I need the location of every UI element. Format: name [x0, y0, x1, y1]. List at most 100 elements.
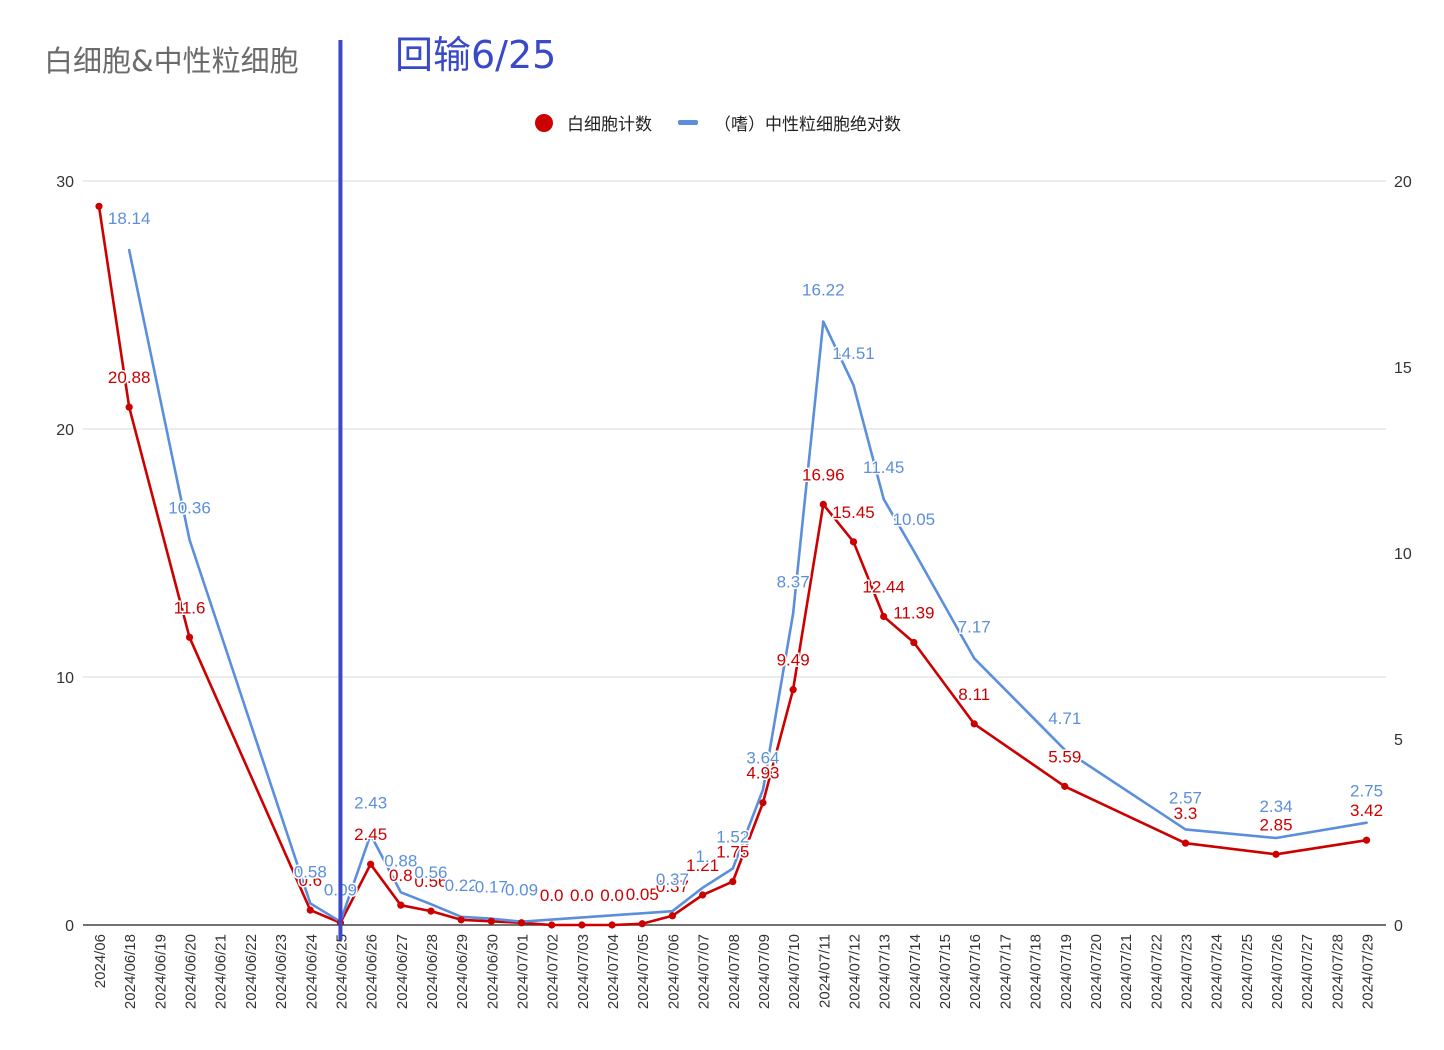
- legend-neut-label: （嗜）中性粒细胞绝对数: [714, 115, 901, 135]
- x-tick-label: 2024/07/26: [1269, 934, 1286, 1009]
- x-tick-label: 2024/06/18: [122, 934, 139, 1009]
- wbc-data-point: [397, 901, 405, 909]
- y-left-tick-label: 0: [65, 918, 74, 935]
- y-right-tick-label: 20: [1394, 174, 1412, 191]
- wbc-data-point: [729, 878, 737, 886]
- x-tick-label: 2024/07/10: [786, 934, 803, 1009]
- x-tick-label: 2024/07/07: [696, 934, 713, 1009]
- chart-title: 白细胞&中性粒细胞: [44, 44, 299, 78]
- x-tick-label: 2024/07/08: [726, 934, 743, 1009]
- x-tick-label: 2024/07/14: [907, 934, 924, 1009]
- wbc-data-point: [578, 921, 586, 929]
- neutrophil-data-label: 2.43: [354, 794, 387, 813]
- neutrophil-data-label: 0.56: [414, 863, 447, 882]
- x-tick-label: 2024/07/21: [1118, 934, 1135, 1009]
- wbc-data-point: [125, 403, 133, 411]
- wbc-data-point: [95, 202, 103, 210]
- x-tick-label: 2024/06/22: [243, 934, 260, 1009]
- wbc-data-label: 9.49: [777, 651, 810, 670]
- y-right-tick-label: 0: [1394, 918, 1403, 935]
- x-tick-label: 2024/06/27: [394, 934, 411, 1009]
- x-tick-label: 2024/07/02: [545, 934, 562, 1009]
- wbc-data-point: [548, 921, 556, 929]
- x-tick-label: 2024/07/28: [1329, 934, 1346, 1009]
- wbc-data-label: 12.44: [862, 577, 905, 596]
- x-tick-label: 2024/06/26: [364, 934, 381, 1009]
- x-tick-label: 2024/06/29: [454, 934, 471, 1009]
- wbc-data-label: 0.05: [626, 885, 659, 904]
- x-tick-label: 2024/07/13: [877, 934, 894, 1009]
- neutrophil-data-label: 8.37: [777, 573, 810, 592]
- wbc-data-point: [1181, 839, 1190, 847]
- neutrophil-data-label: 0.22: [445, 876, 478, 895]
- x-tick-label: 2024/07/11: [816, 934, 833, 1008]
- wbc-data-label: 0.56: [414, 872, 447, 891]
- wbc-data-point: [457, 916, 465, 924]
- neutrophil-data-label: 2.75: [1350, 782, 1383, 801]
- x-tick-label: 2024/06/25: [333, 934, 350, 1009]
- wbc-data-label: 0.6: [298, 871, 322, 890]
- wbc-data-label: 0.0: [570, 886, 594, 905]
- wbc-data-point: [910, 638, 918, 647]
- x-tick-label: 2024/06/24: [303, 934, 320, 1009]
- y-right-tick-label: 5: [1394, 732, 1403, 749]
- wbc-data-point: [759, 799, 767, 807]
- legend-wbc-swatch: [535, 113, 553, 132]
- wbc-data-label: 0.0: [540, 886, 564, 905]
- x-tick-label: 2024/07/01: [515, 934, 532, 1009]
- wbc-data-point: [427, 907, 435, 915]
- x-tick-label: 2024/07/19: [1058, 934, 1075, 1009]
- x-tick-label: 2024/07/18: [1028, 934, 1045, 1009]
- x-tick-label: 2024/06/19: [152, 934, 169, 1009]
- neutrophil-data-label: 18.14: [108, 209, 151, 228]
- wbc-data-point: [789, 686, 797, 694]
- neutrophil-data-label: 7.17: [958, 617, 991, 636]
- neutrophil-data-label: 1.52: [716, 827, 749, 846]
- legend-neut-swatch: [678, 120, 698, 125]
- neutrophil-data-label: 0.17: [475, 878, 508, 897]
- wbc-data-point: [517, 919, 526, 927]
- x-tick-label: 2024/06/21: [213, 934, 230, 1009]
- wbc-data-point: [849, 538, 858, 546]
- y-left-tick-label: 20: [56, 422, 74, 439]
- neutrophil-series-line: [127, 248, 1368, 924]
- wbc-data-point: [1061, 782, 1069, 790]
- wbc-data-label: 15.45: [832, 503, 875, 522]
- x-tick-label: 2024/06/23: [273, 934, 290, 1009]
- x-tick-label: 2024/06/28: [424, 934, 441, 1009]
- legend-wbc-label: 白细胞计数: [567, 115, 652, 135]
- x-tick-label: 2024/07/05: [635, 934, 652, 1009]
- legend: 白细胞计数 （嗜）中性粒细胞绝对数: [535, 110, 901, 135]
- x-tick-label: 2024/06: [92, 934, 109, 988]
- wbc-data-label: 1.21: [686, 856, 719, 875]
- infusion-annotation: 回输6/25: [395, 33, 557, 77]
- neutrophil-data-label: 4.71: [1048, 709, 1081, 728]
- neutrophil-data-label: 0.09: [505, 881, 538, 900]
- wbc-data-label: 4.93: [746, 764, 779, 783]
- x-tick-label: 2024/07/16: [967, 934, 984, 1009]
- wbc-data-point: [880, 612, 888, 621]
- wbc-data-label: 20.88: [108, 368, 151, 387]
- wbc-data-point: [638, 920, 646, 928]
- x-tick-label: 2024/07/15: [937, 934, 954, 1009]
- wbc-data-point: [306, 906, 314, 914]
- wbc-data-point: [699, 891, 707, 899]
- neutrophil-data-label: 11.45: [863, 458, 904, 477]
- wbc-data-point: [819, 500, 827, 508]
- x-tick-label: 2024/06/20: [183, 934, 200, 1009]
- neutrophil-data-label: 0.88: [384, 851, 417, 870]
- x-tick-label: 2024/07/27: [1299, 934, 1316, 1009]
- x-tick-label: 2024/07/25: [1239, 934, 1256, 1009]
- x-tick-label: 2024/07/20: [1088, 934, 1105, 1009]
- x-tick-label: 2024/07/17: [997, 934, 1014, 1009]
- wbc-data-label: 2.45: [354, 825, 387, 844]
- y-right-tick-label: 15: [1394, 360, 1412, 377]
- neutrophil-data-label: 2.34: [1259, 797, 1292, 816]
- y-left-tick-label: 10: [56, 670, 74, 687]
- wbc-data-label: 11.39: [893, 604, 934, 623]
- x-tick-label: 2024/07/22: [1148, 934, 1165, 1009]
- wbc-data-label: 16.96: [802, 465, 845, 484]
- x-tick-label: 2024/07/03: [575, 934, 592, 1009]
- wbc-data-label: 8.11: [958, 685, 990, 704]
